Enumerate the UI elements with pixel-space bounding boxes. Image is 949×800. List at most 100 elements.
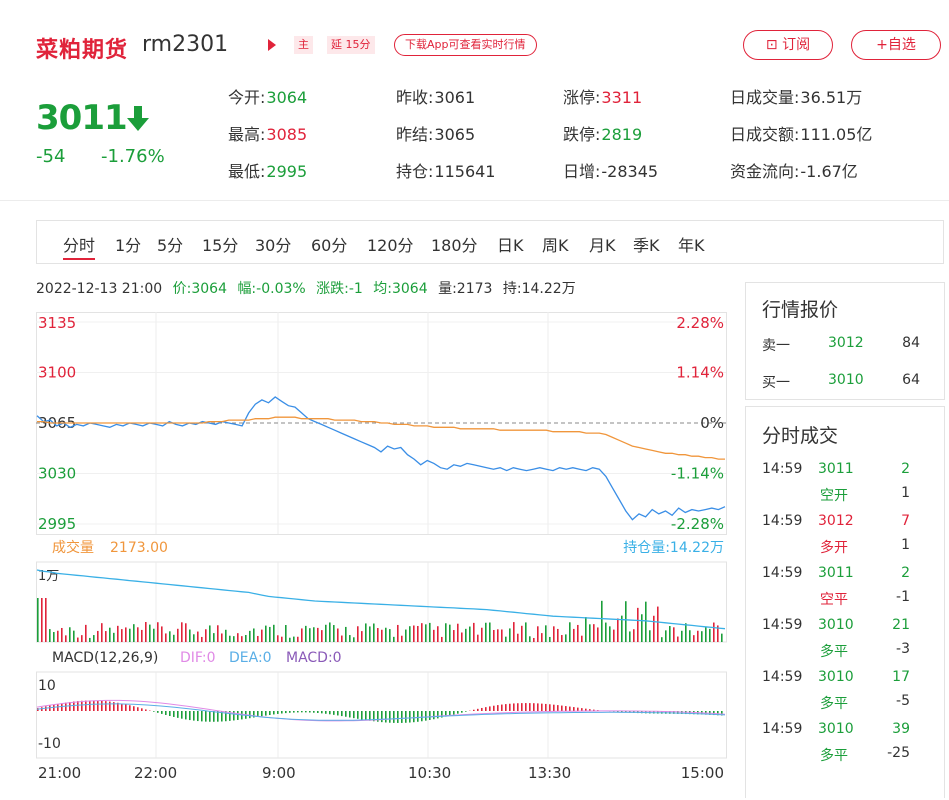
macd-bar xyxy=(361,711,363,720)
macd-bar xyxy=(81,700,83,711)
volume-bar xyxy=(137,627,139,642)
macd-bar xyxy=(121,703,123,711)
trade-time: 14:59 xyxy=(762,565,803,581)
volume-bar xyxy=(549,636,551,642)
macd-bar xyxy=(721,711,723,716)
stat-label: 今开: xyxy=(228,88,266,107)
macd-bar xyxy=(205,711,207,722)
tab-period[interactable]: 日K xyxy=(497,236,524,255)
volume-bar xyxy=(561,635,563,642)
macd-bar xyxy=(221,711,223,722)
volume-bar xyxy=(345,626,347,642)
volume-bar xyxy=(177,628,179,642)
volume-bar xyxy=(425,624,427,642)
macd-bar xyxy=(353,711,355,719)
hold-line xyxy=(36,569,726,630)
volume-bar xyxy=(493,629,495,642)
volume-bar xyxy=(457,623,459,642)
macd-bar xyxy=(413,711,415,723)
subscribe-button[interactable]: ⊡ 订阅 xyxy=(743,30,833,60)
volume-bar xyxy=(677,636,679,642)
volume-bar xyxy=(121,629,123,642)
volume-bar xyxy=(281,636,283,642)
tab-period[interactable]: 180分 xyxy=(431,236,478,255)
macd-bar xyxy=(553,704,555,711)
period-tabs: 分时 1分 5分 15分 30分 60分 120分 180分 日K 周K 月K 季K 年K xyxy=(36,220,944,264)
macd-bar xyxy=(417,711,419,722)
volume-bar xyxy=(573,628,575,642)
volume-bar xyxy=(185,623,187,642)
volume-bar xyxy=(665,630,667,642)
macd-bar xyxy=(305,711,307,713)
volume-bar xyxy=(157,622,159,642)
tab-period[interactable]: 5分 xyxy=(157,236,184,255)
volume-bar xyxy=(393,636,395,642)
sell1-price: 3012 xyxy=(828,335,864,351)
macd-bar xyxy=(217,711,219,722)
trade-type: 空平 xyxy=(820,592,848,608)
macd-bar xyxy=(513,703,515,711)
volume-bar xyxy=(401,635,403,642)
macd-bar xyxy=(321,711,323,714)
trade-price: 3010 xyxy=(818,721,854,737)
tab-period[interactable]: 季K xyxy=(633,236,660,255)
play-icon[interactable] xyxy=(268,39,276,51)
volume-bar xyxy=(541,633,543,642)
volume-bar xyxy=(209,625,211,642)
stat-value: 3061 xyxy=(434,88,476,107)
trade-price: 3010 xyxy=(818,669,854,685)
tab-period[interactable]: 1分 xyxy=(115,236,142,255)
macd-bar xyxy=(101,700,103,711)
trades-title: 分时成交 xyxy=(762,425,839,447)
volume-bar xyxy=(669,626,671,642)
macd-bar xyxy=(521,703,523,711)
macd-bar xyxy=(69,701,71,711)
macd-bar xyxy=(669,711,671,714)
volume-bar xyxy=(73,630,75,642)
volume-bar xyxy=(369,626,371,642)
volume-bar xyxy=(637,607,639,642)
trade-type: 空开 xyxy=(820,488,848,504)
volume-bar xyxy=(109,627,111,642)
tab-period[interactable]: 120分 xyxy=(367,236,414,255)
trade-hold-change: 1 xyxy=(901,537,910,553)
intraday-chart[interactable]: 3135 2.28%3100 1.14%3065 0%3030 -1.14%2995 -2… xyxy=(36,312,728,782)
main-contract-tag: 主 xyxy=(294,36,313,54)
volume-bar xyxy=(449,624,451,642)
volume-bar xyxy=(381,629,383,642)
macd-bar xyxy=(425,711,427,721)
futures-name: 菜粕期货 xyxy=(36,38,129,63)
macd-bar xyxy=(161,711,163,714)
macd-bar xyxy=(249,711,251,719)
volume-bar xyxy=(593,624,595,642)
add-watchlist-button[interactable]: +自选 xyxy=(851,30,941,60)
volume-bar xyxy=(445,623,447,642)
x-tick: 13:30 xyxy=(528,764,571,782)
macd-bar xyxy=(273,711,275,715)
volume-bar xyxy=(581,635,583,642)
download-app-link[interactable]: 下载App可查看实时行情 xyxy=(394,34,537,56)
stat-label: 资金流向: xyxy=(730,162,800,181)
volume-bar xyxy=(533,637,535,642)
trade-row: 14:59 3011 2 空开 1 xyxy=(746,457,944,509)
tab-period[interactable]: 分时 xyxy=(63,232,96,260)
volume-bar xyxy=(585,617,587,642)
macd-bar xyxy=(389,711,391,723)
tab-period[interactable]: 15分 xyxy=(202,236,239,255)
y-right-tick: -1.14% xyxy=(671,465,724,483)
macd-bar xyxy=(717,711,719,716)
trade-price: 3011 xyxy=(818,565,854,581)
tab-period[interactable]: 年K xyxy=(678,236,705,255)
tab-period[interactable]: 60分 xyxy=(311,236,348,255)
stat-value: -1.67亿 xyxy=(800,162,858,181)
macd-bar xyxy=(77,701,79,711)
volume-bar xyxy=(525,622,527,642)
tab-period[interactable]: 月K xyxy=(589,236,616,255)
trade-row: 14:59 3010 21 多平 -3 xyxy=(746,613,944,665)
tab-period[interactable]: 30分 xyxy=(255,236,292,255)
macd-bar xyxy=(57,703,59,711)
macd-bar xyxy=(577,707,579,711)
tab-period[interactable]: 周K xyxy=(542,236,569,255)
volume-bar xyxy=(305,625,307,642)
contract-code: rm2301 xyxy=(142,32,229,57)
